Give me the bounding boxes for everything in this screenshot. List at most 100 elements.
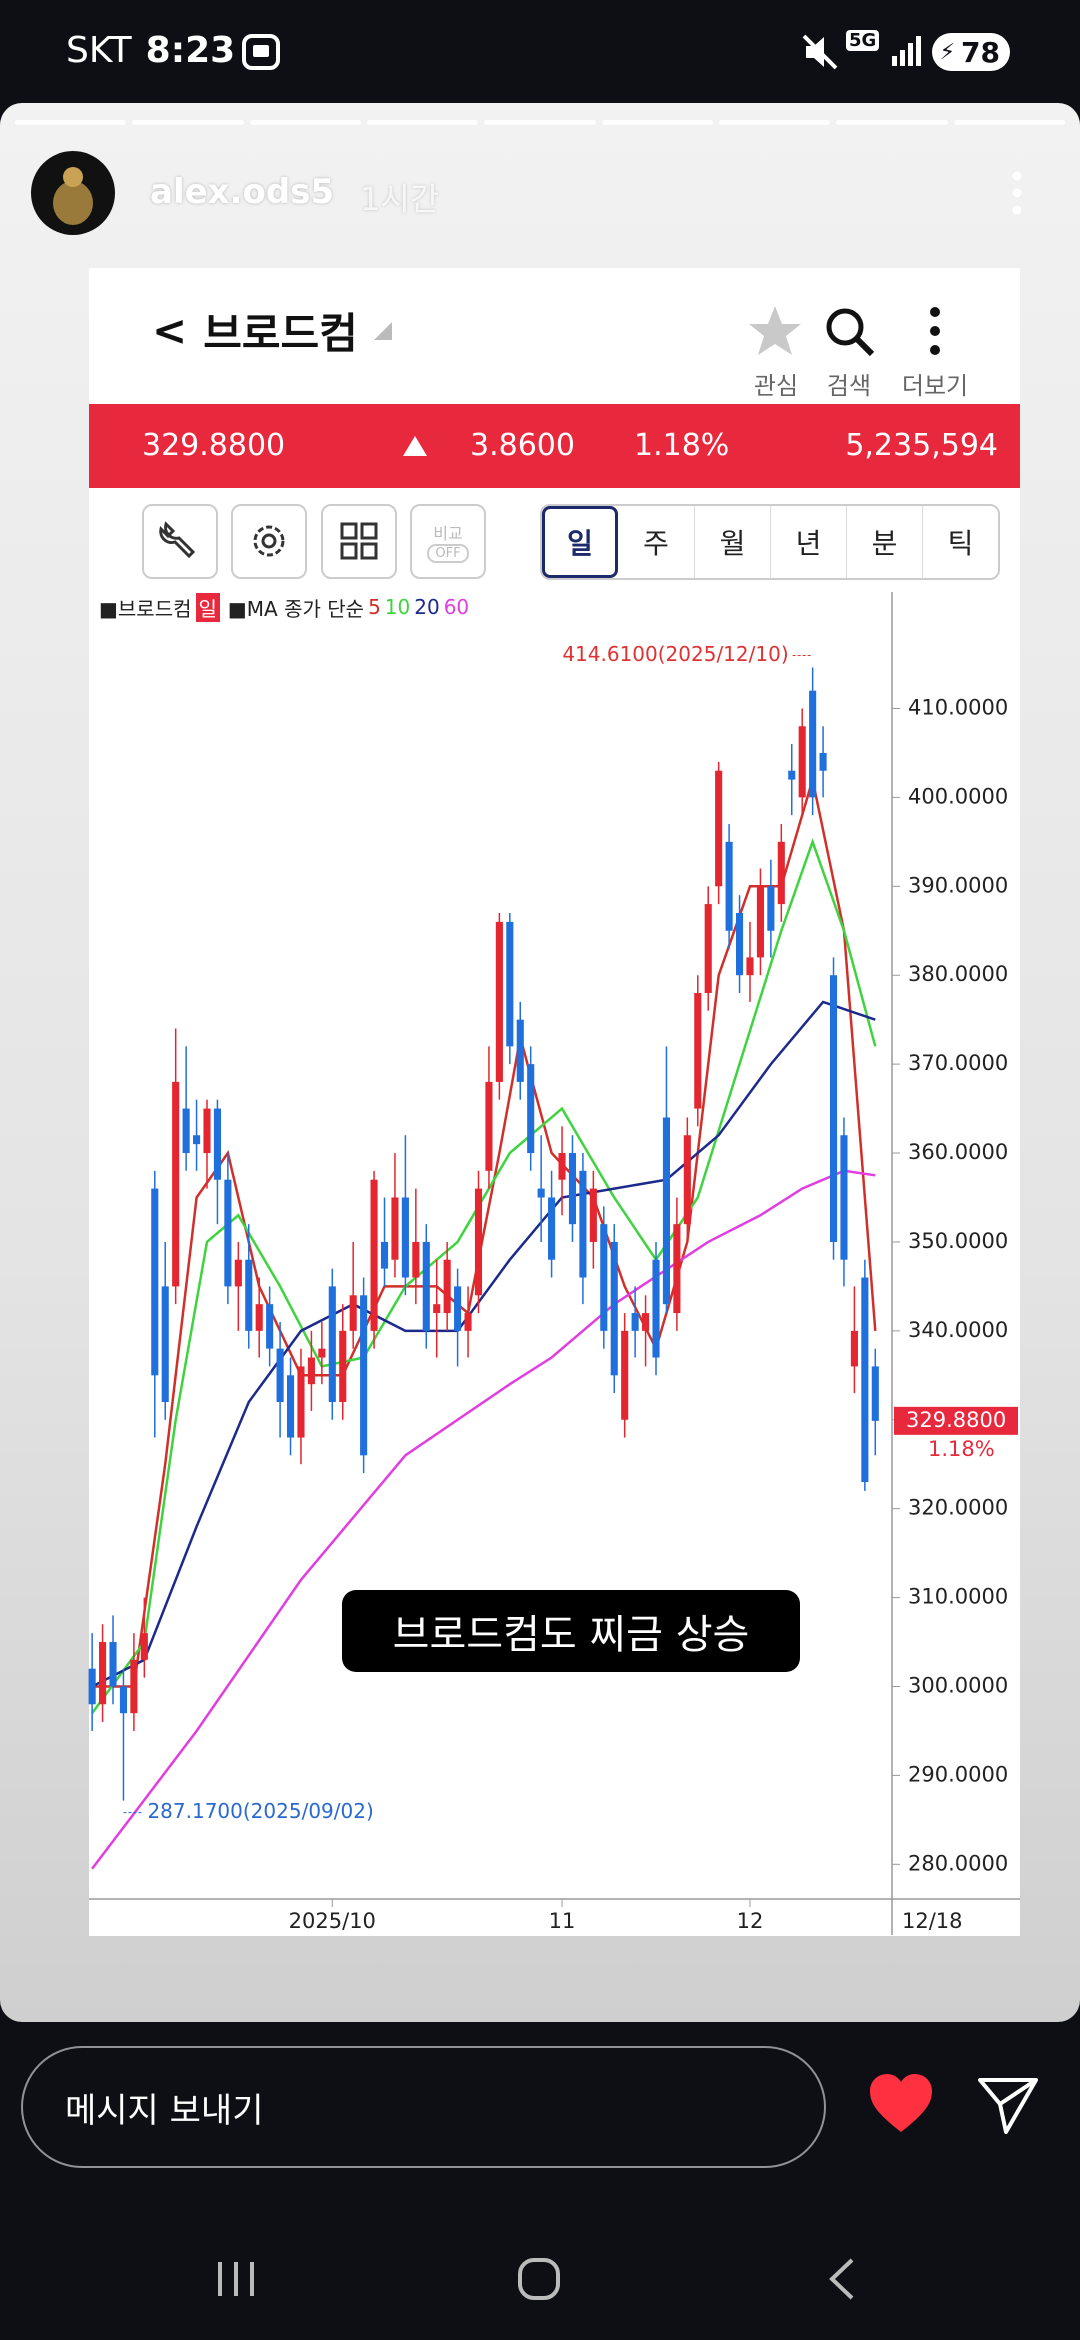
candle-body — [474, 1188, 483, 1296]
candle-body — [443, 1259, 451, 1314]
wrench-icon — [159, 521, 196, 559]
candle-body — [140, 1633, 148, 1660]
price: 329.8800 — [142, 428, 286, 463]
candle-body — [558, 1153, 566, 1180]
candle-body — [662, 1117, 671, 1305]
y-tick-label: 410.0000 — [908, 695, 1008, 719]
candle-body — [767, 886, 775, 931]
signal-icon — [892, 36, 921, 66]
candle-body — [850, 1330, 858, 1367]
last-price-label: 329.8800 — [906, 1408, 1006, 1432]
candle-body — [568, 1153, 577, 1225]
progress-segment — [366, 120, 479, 125]
candle-body — [694, 992, 702, 1109]
ma-line — [91, 1000, 876, 1688]
candle-body — [871, 1366, 879, 1421]
candle-body — [99, 1642, 107, 1705]
progress-segment — [718, 120, 831, 125]
message-input[interactable]: 메시지 보내기 — [21, 2046, 826, 2168]
action-label: 더보기 — [901, 372, 969, 400]
y-tick-label: 310.0000 — [908, 1585, 1008, 1609]
candle-body — [527, 1064, 535, 1154]
nav-back[interactable] — [829, 2258, 854, 2300]
more-menu[interactable] — [1005, 168, 1029, 218]
candle-body — [579, 1170, 587, 1278]
candle-body — [391, 1197, 399, 1260]
candle-body — [548, 1197, 556, 1260]
candle-body — [224, 1179, 232, 1287]
candle-body — [433, 1304, 441, 1314]
period-tab[interactable]: 분 — [846, 506, 922, 578]
settings-button[interactable] — [231, 504, 307, 579]
candle-body — [266, 1304, 274, 1349]
progress-segment — [836, 120, 948, 125]
username[interactable]: alex.ods5 — [150, 172, 335, 212]
legend: ■브로드컴 일 ■MA 종가 단순 5 10 20 60 — [99, 592, 469, 622]
last-change-label: 1.18% — [928, 1437, 995, 1461]
candle-body — [318, 1348, 326, 1358]
y-tick-label: 320.0000 — [908, 1496, 1008, 1520]
candle-body — [621, 1330, 629, 1420]
candle-body — [182, 1108, 190, 1154]
clock: 8:23 — [145, 30, 236, 71]
nav-home[interactable] — [518, 2258, 560, 2300]
candle-body — [777, 841, 785, 905]
period-tab[interactable]: 틱 — [922, 506, 998, 578]
candle-body — [109, 1642, 117, 1687]
legend-entry: 20 — [414, 595, 440, 619]
like-button[interactable] — [868, 2072, 934, 2134]
candle-body — [704, 904, 712, 993]
candle-body — [746, 957, 754, 976]
candle-body — [193, 1135, 201, 1145]
ma-line — [91, 1169, 876, 1870]
candle-body — [412, 1241, 420, 1278]
candle-body — [213, 1108, 221, 1180]
candle-body — [788, 770, 796, 780]
legend-entry: 10 — [384, 595, 411, 619]
dropdown-icon — [373, 321, 392, 340]
candle-body — [537, 1188, 545, 1198]
x-tick-label: 2025/10 — [289, 1909, 376, 1933]
nav-bar — [218, 2258, 854, 2300]
y-tick-label: 350.0000 — [908, 1229, 1008, 1253]
layout-button[interactable] — [321, 504, 397, 579]
period-tab[interactable]: 월 — [694, 506, 770, 578]
candle-body — [485, 1081, 493, 1171]
y-tick-label: 360.0000 — [908, 1140, 1008, 1164]
share-button[interactable] — [976, 2074, 1040, 2136]
progress-segment — [15, 120, 127, 125]
period-tab[interactable]: 일 — [542, 506, 618, 578]
gear-icon — [253, 525, 285, 557]
back-arrow: < — [152, 306, 188, 355]
candle-body — [589, 1188, 597, 1242]
last-price-tag — [894, 1406, 1018, 1435]
candle-body — [234, 1259, 242, 1287]
candle-body — [756, 886, 764, 958]
candle-body — [245, 1259, 253, 1331]
period-tab[interactable]: 년 — [770, 506, 846, 578]
candle-body — [297, 1366, 305, 1438]
period-tab[interactable]: 주 — [643, 527, 669, 560]
progress-bars — [15, 120, 1065, 125]
post-time: 1시간 — [360, 180, 440, 218]
candle-body — [600, 1224, 608, 1331]
wrench-button[interactable] — [142, 504, 218, 579]
candle-body — [840, 1135, 848, 1260]
app-title: 브로드컴 — [203, 309, 358, 358]
candle-body — [349, 1295, 357, 1331]
status-left: SKT 8:23 — [66, 30, 235, 71]
y-tick-label: 300.0000 — [908, 1674, 1008, 1698]
candle-body — [130, 1659, 138, 1714]
compare-button[interactable]: 비교 OFF — [410, 504, 486, 579]
candle-body — [88, 1668, 96, 1705]
candle-body — [307, 1357, 315, 1385]
candle-body — [683, 1135, 691, 1225]
avatar[interactable] — [31, 151, 115, 235]
last-date-label: 12/18 — [902, 1909, 963, 1933]
legend-ma: ■MA 종가 단순 — [227, 596, 365, 621]
progress-segment — [953, 120, 1065, 125]
candle-body — [506, 921, 514, 1047]
